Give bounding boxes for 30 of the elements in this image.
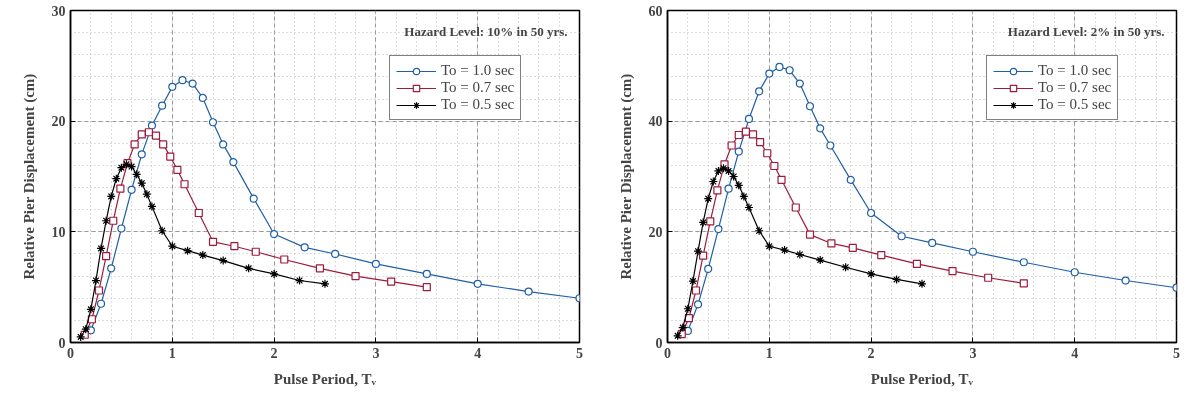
- x-tick-label: 1: [168, 345, 176, 361]
- x-tick-label: 2: [867, 345, 875, 361]
- x-tick-label: 3: [969, 345, 977, 361]
- legend-label: To = 0.7 sec: [1038, 79, 1112, 96]
- y-tick-label: 0: [58, 335, 66, 351]
- x-axis-title: Pulse Period, Tᵥ: [870, 370, 974, 387]
- legend-label: To = 0.5 sec: [441, 96, 515, 113]
- x-tick-label: 5: [576, 345, 583, 361]
- x-tick-label: 4: [474, 345, 482, 361]
- legend-label: To = 1.0 sec: [1038, 62, 1112, 79]
- y-tick-label: 10: [51, 224, 66, 240]
- y-tick-label: 40: [648, 114, 663, 130]
- y-axis-title: Relative Pier Displacement (cm): [20, 73, 38, 280]
- y-tick-label: 20: [648, 224, 663, 240]
- legend-label: To = 1.0 sec: [441, 62, 515, 79]
- x-tick-label: 2: [270, 345, 278, 361]
- x-tick-label: 3: [372, 345, 380, 361]
- annotation: Hazard Level: 2% in 50 yrs.: [1007, 23, 1165, 39]
- y-axis-title: Relative Pier Displacement (cm): [617, 73, 635, 280]
- legend-label: To = 0.5 sec: [1038, 96, 1112, 113]
- y-tick-label: 20: [51, 114, 66, 130]
- x-axis-title: Pulse Period, Tᵥ: [273, 370, 377, 387]
- y-tick-label: 30: [51, 3, 66, 19]
- y-tick-label: 60: [648, 3, 663, 19]
- annotation: Hazard Level: 10% in 50 yrs.: [404, 23, 568, 39]
- legend-label: To = 0.7 sec: [441, 79, 515, 96]
- y-tick-label: 0: [655, 335, 663, 351]
- x-tick-label: 5: [1173, 345, 1180, 361]
- x-tick-label: 1: [765, 345, 773, 361]
- x-tick-label: 4: [1071, 345, 1079, 361]
